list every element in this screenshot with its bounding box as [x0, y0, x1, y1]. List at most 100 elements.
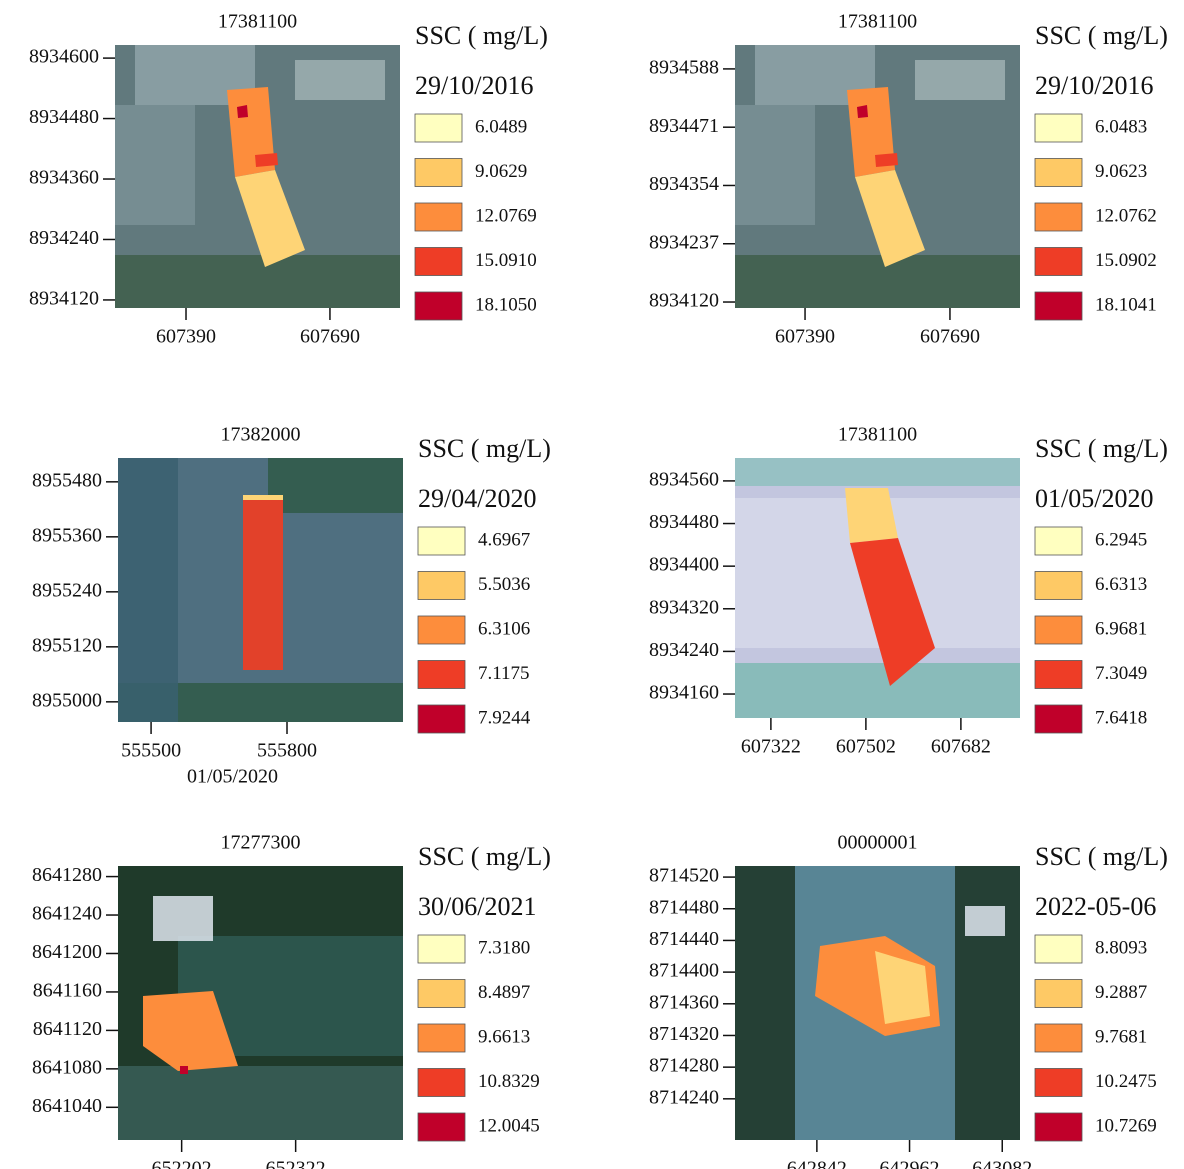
panel-title: 17381100 — [838, 11, 917, 33]
y-tick-label: 8641080 — [32, 1056, 102, 1078]
legend-label: 15.0910 — [475, 250, 537, 271]
x-tick-label: 607690 — [300, 326, 360, 348]
y-tick-label: 8955480 — [32, 469, 102, 491]
map-feature — [153, 896, 213, 941]
legend-swatch — [415, 159, 462, 187]
panel-title: 17382000 — [221, 424, 301, 446]
y-tick-label: 8934240 — [29, 227, 99, 249]
page: 17381100 8934120 8934240 8934360 8934480 8934… — [0, 0, 1184, 1169]
ssc-plume — [255, 153, 278, 167]
legend-swatch — [1035, 1113, 1082, 1141]
y-tick-label: 8641040 — [32, 1095, 102, 1117]
legend-label: 6.3106 — [478, 618, 530, 639]
panel-title: 17381100 — [838, 424, 917, 446]
y-tick-label: 8934240 — [649, 639, 719, 661]
map-feature — [735, 458, 1020, 486]
y-tick-label: 8641200 — [32, 941, 102, 963]
y-tick-label: 8641240 — [32, 903, 102, 925]
legend-label: 7.3180 — [478, 937, 530, 958]
legend-label: 12.0045 — [478, 1115, 540, 1136]
legend-title: SSC ( mg/L) — [1035, 434, 1168, 463]
legend-label: 8.8093 — [1095, 937, 1147, 958]
ssc-plume — [243, 495, 283, 670]
x-tick-label: 555500 — [121, 740, 181, 762]
legend-label: 9.6613 — [478, 1026, 530, 1047]
legend-swatch — [1035, 527, 1082, 555]
legend-label: 9.0629 — [475, 161, 527, 182]
x-tick-label: 607390 — [775, 326, 835, 348]
map-feature — [295, 60, 385, 100]
ssc-plume — [243, 495, 283, 500]
legend-label: 7.3049 — [1095, 663, 1147, 684]
y-tick-label: 8955360 — [32, 524, 102, 546]
legend-swatch — [418, 1113, 465, 1141]
legend-title: SSC ( mg/L) — [418, 434, 551, 463]
legend-swatch — [1035, 248, 1082, 276]
legend-date: 29/04/2020 — [418, 484, 536, 513]
legend-swatch — [1035, 616, 1082, 644]
legend-title: SSC ( mg/L) — [1035, 842, 1168, 871]
legend-label: 9.0623 — [1095, 161, 1147, 182]
x-tick-label: 607390 — [156, 326, 216, 348]
y-tick-label: 8641120 — [33, 1018, 102, 1040]
map-feature — [965, 906, 1005, 936]
x-tick-label: 652322 — [266, 1158, 326, 1169]
y-tick-label: 8714280 — [649, 1055, 719, 1077]
ssc-plume — [237, 105, 248, 118]
x-tick-label: 642962 — [880, 1158, 940, 1169]
legend-label: 6.9681 — [1095, 618, 1147, 639]
legend-swatch — [415, 248, 462, 276]
x-tick-label: 642842 — [787, 1158, 847, 1169]
legend-swatch — [1035, 935, 1082, 963]
y-tick-label: 8714440 — [649, 928, 719, 950]
map-feature — [735, 255, 1020, 308]
legend-title: SSC ( mg/L) — [1035, 21, 1168, 50]
legend-label: 6.0483 — [1095, 116, 1147, 137]
x-tick-label: 652202 — [152, 1158, 212, 1169]
y-tick-label: 8934160 — [649, 682, 719, 704]
y-tick-label: 8955000 — [32, 689, 102, 711]
legend-swatch — [418, 616, 465, 644]
legend-label: 12.0762 — [1095, 205, 1157, 226]
map-feature — [735, 663, 1020, 718]
legend-swatch — [418, 572, 465, 600]
y-tick-label: 8934471 — [649, 115, 719, 137]
y-tick-label: 8934320 — [649, 596, 719, 618]
x-axis-label: 01/05/2020 — [187, 766, 278, 788]
legend-date: 2022-05-06 — [1035, 892, 1156, 921]
y-tick-label: 8934120 — [649, 290, 719, 312]
legend-label: 6.6313 — [1095, 574, 1147, 595]
legend-label: 7.9244 — [478, 707, 531, 728]
legend-label: 10.2475 — [1095, 1071, 1157, 1092]
figure: 17381100 8934120 8934240 8934360 8934480 8934… — [0, 0, 1184, 1169]
legend-label: 10.8329 — [478, 1071, 540, 1092]
y-tick-label: 8934360 — [29, 167, 99, 189]
y-tick-label: 8934354 — [649, 173, 719, 195]
y-tick-label: 8714360 — [649, 991, 719, 1013]
legend-label: 18.1050 — [475, 294, 537, 315]
y-tick-label: 8934480 — [29, 106, 99, 128]
legend-label: 4.6967 — [478, 529, 530, 550]
legend-date: 29/10/2016 — [415, 71, 533, 100]
y-tick-label: 8955120 — [32, 634, 102, 656]
legend-label: 7.1175 — [478, 663, 530, 684]
panel-title: 17381100 — [218, 11, 297, 33]
y-tick-label: 8714520 — [649, 865, 719, 887]
panel-title: 00000001 — [838, 832, 918, 854]
legend-label: 10.7269 — [1095, 1115, 1157, 1136]
legend-date: 30/06/2021 — [418, 892, 536, 921]
legend-swatch — [1035, 114, 1082, 142]
map-feature — [735, 866, 795, 1140]
legend-swatch — [1035, 572, 1082, 600]
legend-swatch — [415, 292, 462, 320]
y-tick-label: 8714240 — [649, 1086, 719, 1108]
legend-label: 9.7681 — [1095, 1026, 1147, 1047]
y-tick-label: 8934237 — [649, 231, 719, 253]
y-tick-label: 8934480 — [649, 511, 719, 533]
legend-swatch — [415, 203, 462, 231]
ssc-plume — [857, 105, 868, 118]
legend-swatch — [1035, 159, 1082, 187]
legend-swatch — [1035, 292, 1082, 320]
map-feature — [115, 255, 400, 308]
y-tick-label: 8714400 — [649, 960, 719, 982]
